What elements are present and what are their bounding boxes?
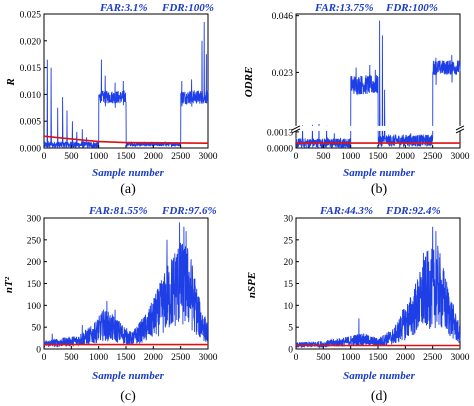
signal-series — [295, 226, 461, 349]
x-tick-label: 2500 — [423, 152, 442, 162]
x-tick-label: 0 — [42, 353, 47, 363]
panel-label-a: (a) — [120, 182, 136, 197]
y-tick-label: 0.005 — [20, 118, 42, 128]
x-tick-label: 1000 — [89, 353, 108, 363]
x-tick-label: 1500 — [117, 353, 136, 363]
far-label-c: FAR:81.55% — [88, 205, 148, 217]
axis-break-mark — [455, 125, 465, 134]
y-tick-label: 0.0000 — [267, 145, 293, 155]
y-tick-label: 0.020 — [20, 37, 42, 47]
x-tick-label: 3000 — [199, 152, 218, 162]
y-tick-label: 250 — [27, 236, 42, 246]
chart-panel-c: FAR:81.55% FDR:97.6% nT² Sample number (… — [3, 205, 218, 404]
y-tick-label: 0.015 — [20, 64, 42, 74]
x-tick-label: 2000 — [396, 353, 415, 363]
chart-panel-a: FAR:3.1% FDR:100% R Sample number (a) 0 5… — [5, 2, 218, 197]
fdr-label-a: FDR:100% — [161, 2, 214, 14]
x-tick-label: 0 — [294, 152, 299, 162]
far-label-b: FAR:13.75% — [314, 2, 374, 14]
x-axis-label-d: Sample number — [343, 370, 416, 382]
y-tick-label: 0.0013 — [267, 128, 293, 138]
panel-label-d: (d) — [371, 389, 388, 404]
y-tick-label: 5 — [288, 324, 293, 334]
x-tick-label: 500 — [64, 353, 79, 363]
x-tick-label: 2500 — [171, 353, 190, 363]
x-tick-label: 2000 — [396, 152, 415, 162]
x-tick-label: 0 — [294, 353, 299, 363]
y-tick-label: 0.010 — [20, 91, 42, 101]
x-tick-label: 2000 — [144, 152, 163, 162]
y-tick-label: 300 — [27, 215, 42, 225]
y-tick-label: 50 — [32, 324, 42, 334]
y-tick-label: 0.025 — [20, 11, 42, 21]
x-tick-label: 1000 — [89, 152, 108, 162]
x-tick-label: 500 — [64, 152, 79, 162]
x-tick-label: 2000 — [144, 353, 163, 363]
y-tick-label: 15 — [284, 280, 294, 290]
x-tick-label: 2500 — [423, 353, 442, 363]
far-label-a: FAR:3.1% — [99, 2, 148, 14]
axis-break-gap — [292, 125, 464, 131]
x-tick-label: 3000 — [451, 353, 470, 363]
x-tick-label: 1500 — [117, 152, 136, 162]
y-tick-label: 100 — [27, 302, 42, 312]
far-label-d: FAR:44.3% — [319, 205, 373, 217]
x-tick-label: 500 — [316, 353, 331, 363]
x-tick-label: 3000 — [199, 353, 218, 363]
y-tick-label: 150 — [27, 280, 42, 290]
chart-panel-d: FAR:44.3% FDR:92.4% nSPE Sample number (… — [246, 205, 470, 404]
y-tick-label: 0.046 — [272, 12, 294, 22]
x-axis-label-c: Sample number — [92, 370, 165, 382]
y-tick-label: 200 — [27, 258, 42, 268]
axis-break-mark — [291, 125, 301, 134]
y-axis-label-c: nT² — [3, 276, 15, 293]
x-tick-label: 1500 — [369, 353, 388, 363]
x-tick-label: 1000 — [341, 353, 360, 363]
y-tick-label: 20 — [284, 258, 294, 268]
x-tick-label: 500 — [316, 152, 331, 162]
x-tick-label: 2500 — [171, 152, 190, 162]
signal-series — [43, 222, 209, 348]
x-tick-label: 1500 — [369, 152, 388, 162]
y-tick-label: 0 — [288, 346, 293, 356]
x-tick-label: 1000 — [341, 152, 360, 162]
y-tick-label: 0.023 — [272, 69, 294, 79]
y-axis-label-a: R — [5, 78, 17, 86]
y-axis-label-b: ODRE — [243, 67, 255, 98]
y-tick-label: 0 — [36, 346, 41, 356]
x-axis-label-a: Sample number — [92, 167, 165, 179]
y-tick-label: 30 — [284, 215, 294, 225]
chart-panel-b: FAR:13.75% FDR:100% ODRE Sample number (… — [243, 2, 470, 197]
panel-label-b: (b) — [371, 182, 388, 197]
signal-series — [43, 21, 209, 150]
y-tick-label: 25 — [284, 236, 294, 246]
threshold-line — [43, 135, 209, 144]
panel-label-c: (c) — [120, 389, 136, 404]
y-tick-label: 10 — [284, 302, 294, 312]
fdr-label-c: FDR:97.6% — [161, 205, 217, 217]
y-tick-label: 0.000 — [20, 145, 42, 155]
y-axis-label-d: nSPE — [246, 272, 258, 298]
fdr-label-b: FDR:100% — [385, 2, 438, 14]
x-axis-label-b: Sample number — [343, 167, 416, 179]
fdr-label-d: FDR:92.4% — [385, 205, 441, 217]
x-tick-label: 3000 — [451, 152, 470, 162]
x-tick-label: 0 — [42, 152, 47, 162]
